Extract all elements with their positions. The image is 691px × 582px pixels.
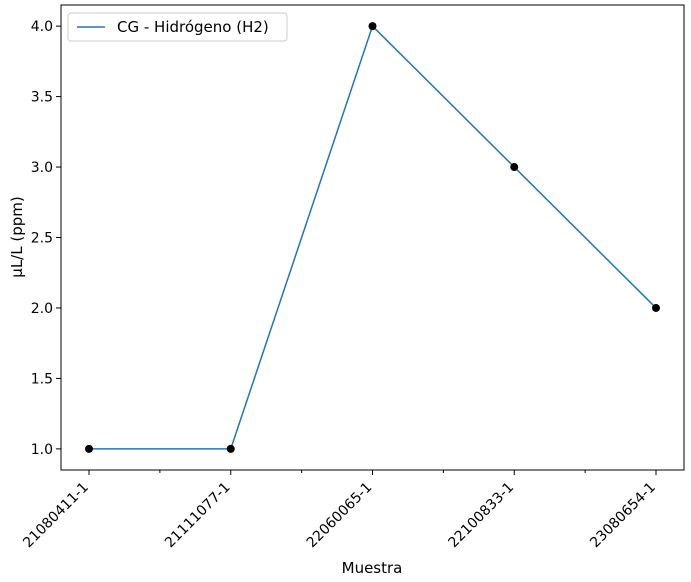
legend-label: CG - Hidrógeno (H2) xyxy=(117,18,269,36)
y-tick-label: 1.0 xyxy=(31,442,53,458)
x-tick-label: 22060065-1 xyxy=(304,480,376,552)
x-tick-label: 22100833-1 xyxy=(446,480,518,552)
y-tick-label: 4.0 xyxy=(31,19,53,35)
y-tick-label: 3.5 xyxy=(31,90,53,106)
y-tick-label: 2.0 xyxy=(31,301,53,317)
legend-box xyxy=(67,12,288,42)
x-axis-title: Muestra xyxy=(342,559,403,577)
y-tick-label: 3.0 xyxy=(31,160,53,176)
plot-frame xyxy=(60,4,685,471)
x-tick-label: 21080411-1 xyxy=(20,480,92,552)
data-point xyxy=(85,444,93,453)
x-tick-label: 21111077-1 xyxy=(162,480,234,552)
x-tick-label: 23080654-1 xyxy=(587,480,659,552)
series-line xyxy=(89,24,657,450)
plot-area xyxy=(85,22,660,453)
data-point xyxy=(226,444,235,453)
y-tick-label: 1.5 xyxy=(31,371,53,387)
legend: CG - Hidrógeno (H2) xyxy=(67,12,288,42)
data-point xyxy=(510,163,519,172)
y-tick-label: 2.5 xyxy=(31,231,53,247)
data-point xyxy=(368,22,377,31)
data-point xyxy=(652,303,660,312)
y-axis-title: µL/L (ppm) xyxy=(8,196,26,277)
